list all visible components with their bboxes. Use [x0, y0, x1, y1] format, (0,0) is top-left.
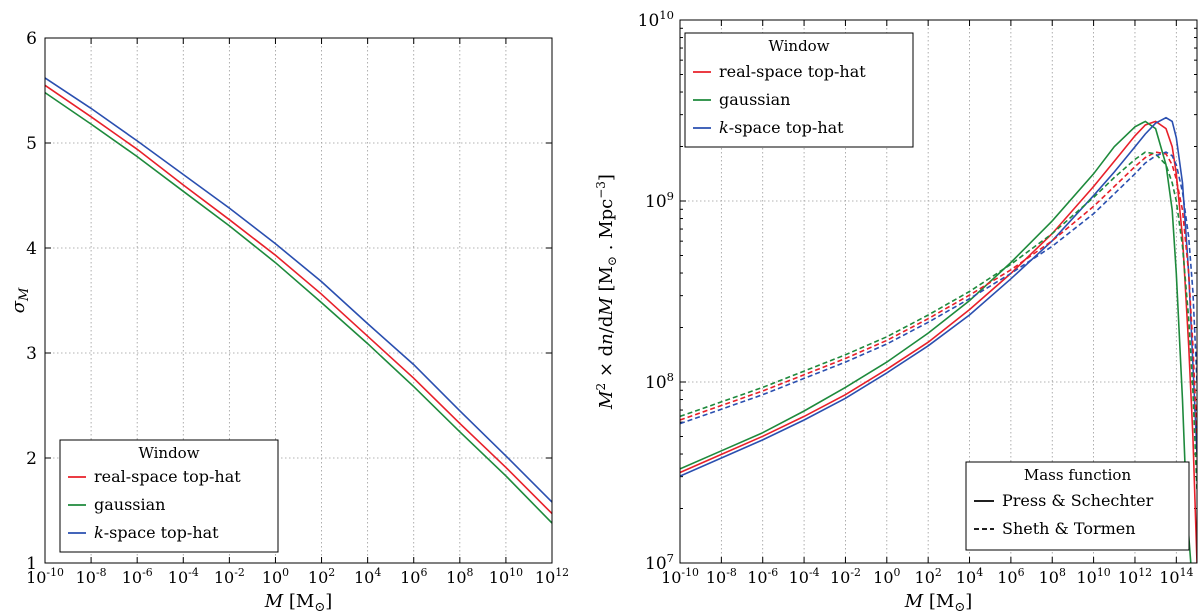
series-line-real [44, 84, 553, 515]
x-tick-label: 100 [873, 566, 900, 587]
series-line-gauss [44, 91, 553, 524]
x-tick-label: 1010 [489, 566, 523, 587]
y-axis-label: M2 × dn/dM [M⊙ . Mpc−3] [594, 174, 619, 410]
x-tick-label: 10-6 [747, 566, 778, 587]
y-axis-label: σM [8, 287, 32, 313]
x-tick-label: 10-4 [789, 566, 820, 587]
x-tick-label: 10-2 [830, 566, 861, 587]
y-tick-label: 2 [26, 449, 37, 469]
series-line-kspace [44, 77, 553, 503]
x-tick-label: 106 [400, 566, 427, 587]
x-tick-label: 108 [446, 566, 473, 587]
y-tick-label: 1010 [638, 8, 674, 31]
legend-label: real-space top-hat [94, 467, 241, 486]
x-tick-label: 10-2 [214, 566, 245, 587]
x-tick-label: 102 [308, 566, 335, 587]
legend-title: Window [768, 37, 829, 55]
y-tick-label: 3 [26, 344, 37, 364]
x-axis-label: M [M⊙] [904, 591, 973, 613]
legend-box [684, 32, 914, 148]
y-tick-label: 108 [645, 370, 674, 393]
x-tick-label: 1012 [535, 566, 569, 587]
legend-label: Sheth & Tormen [1002, 519, 1136, 538]
legend-box [59, 439, 279, 553]
y-tick-label: 5 [26, 134, 37, 154]
x-tick-label: 10-6 [122, 566, 153, 587]
x-tick-label: 10-4 [168, 566, 199, 587]
series-line-real-solid [680, 120, 1197, 563]
legend-label: k-space top-hat [94, 523, 219, 542]
legend-label: real-space top-hat [719, 62, 866, 81]
series-line-kspace-dashed [680, 151, 1197, 425]
x-tick-label: 104 [354, 566, 381, 587]
x-tick-label: 102 [915, 566, 942, 587]
legend-title: Window [138, 444, 199, 462]
series-line-real-dashed [680, 151, 1197, 437]
x-tick-label: 10-8 [706, 566, 737, 587]
plot-frame [44, 37, 553, 564]
series-line-kspace-solid [680, 116, 1197, 477]
series-line-gauss-dashed [680, 151, 1197, 491]
x-tick-label: 10-10 [26, 566, 64, 587]
sigma-chart: 10-10 10-8 10-6 10-4 10-2 100 102 104 106 108 1010… [8, 29, 569, 613]
y-tick-label: 1 [26, 554, 37, 574]
series-line-gauss-solid [680, 120, 1192, 563]
y-tick-label: 4 [26, 239, 37, 259]
x-tick-label: 108 [1039, 566, 1066, 587]
legend-label: gaussian [719, 90, 790, 109]
x-tick-label: 10-8 [76, 566, 107, 587]
mass-function-chart: 10-10 10-8 10-6 10-4 10-2 100 102 104 106 108 1010… [594, 8, 1198, 613]
y-tick-label: 107 [645, 551, 674, 574]
legend-label: k-space top-hat [719, 118, 844, 137]
y-tick-label: 109 [645, 189, 674, 212]
plot-frame [679, 19, 1198, 564]
legend-title: Mass function [1024, 466, 1132, 484]
legend-label: gaussian [94, 495, 165, 514]
x-tick-label: 10-10 [661, 566, 699, 587]
x-tick-label: 100 [262, 566, 289, 587]
legend-label: Press & Schechter [1002, 491, 1154, 510]
x-tick-label: 104 [956, 566, 983, 587]
y-tick-label: 6 [26, 29, 37, 49]
x-tick-label: 1010 [1076, 566, 1110, 587]
x-tick-label: 1014 [1159, 566, 1193, 587]
legend-box [965, 461, 1190, 551]
x-tick-label: 106 [997, 566, 1024, 587]
x-axis-label: M [M⊙] [264, 591, 333, 613]
x-tick-label: 1012 [1118, 566, 1152, 587]
